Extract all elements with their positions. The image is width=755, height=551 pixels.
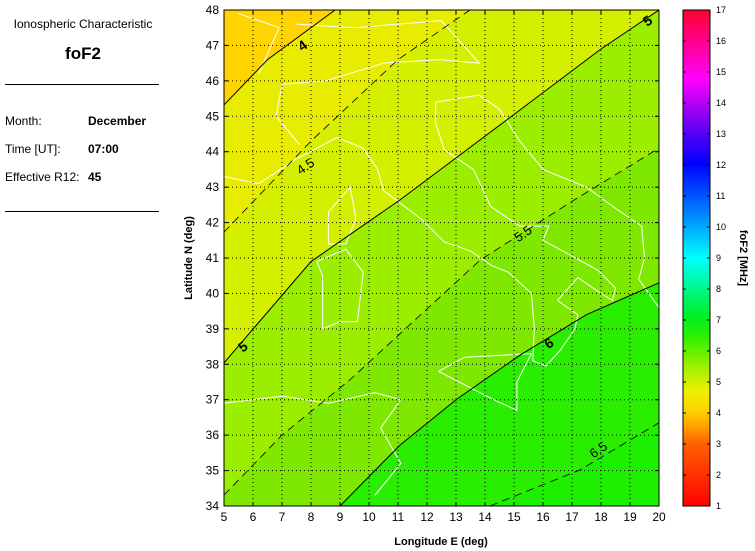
x-axis-label: Longitude E (deg) xyxy=(394,536,488,548)
r12-value: 45 xyxy=(88,170,102,184)
contour-line-5 xyxy=(224,10,659,364)
colorbar-tick-label: 8 xyxy=(716,284,721,294)
x-tick-label: 20 xyxy=(652,510,666,524)
characteristic-name: foF2 xyxy=(65,44,101,63)
x-tick-label: 15 xyxy=(507,510,521,524)
colorbar-tick-label: 14 xyxy=(716,98,726,108)
colorbar-tick-label: 17 xyxy=(716,5,726,15)
time-label: Time [UT]: xyxy=(5,142,61,156)
coastline xyxy=(275,20,481,145)
y-tick-label: 40 xyxy=(206,286,220,300)
y-tick-label: 48 xyxy=(206,3,220,17)
x-tick-label: 18 xyxy=(594,510,608,524)
y-tick-label: 43 xyxy=(206,180,220,194)
colorbar-tick-label: 5 xyxy=(716,377,721,387)
x-tick-label: 9 xyxy=(337,510,344,524)
colorbar-tick-label: 12 xyxy=(716,160,726,170)
y-tick-label: 34 xyxy=(206,499,220,513)
colorbar-tick-label: 11 xyxy=(716,191,725,201)
y-tick-label: 44 xyxy=(206,145,220,159)
colorbar-tick-label: 4 xyxy=(716,408,721,418)
x-tick-label: 8 xyxy=(308,510,315,524)
coastline xyxy=(224,94,659,367)
colorbar-tick-label: 16 xyxy=(716,36,726,46)
colorbar-tick-label: 2 xyxy=(716,470,721,480)
y-tick-label: 42 xyxy=(206,216,220,230)
divider xyxy=(5,211,159,212)
coastline xyxy=(438,353,533,412)
y-tick-label: 36 xyxy=(206,428,220,442)
coastline xyxy=(224,392,402,496)
colorbar-tick-label: 9 xyxy=(716,253,721,263)
panel-heading: Ionospheric Characteristic xyxy=(13,17,153,31)
x-tick-label: 13 xyxy=(449,510,463,524)
x-tick-label: 11 xyxy=(392,510,405,524)
x-tick-label: 16 xyxy=(536,510,550,524)
contour-line-4.5 xyxy=(224,10,471,233)
coastline xyxy=(238,13,280,74)
month-label: Month: xyxy=(5,114,42,128)
time-value: 07:00 xyxy=(88,142,119,156)
colorbar-tick-label: 3 xyxy=(716,439,721,449)
y-tick-label: 37 xyxy=(206,393,220,407)
x-tick-label: 12 xyxy=(420,510,434,524)
colorbar-tick-label: 10 xyxy=(716,222,726,232)
month-value: December xyxy=(88,114,147,128)
y-tick-label: 47 xyxy=(206,38,220,52)
x-tick-label: 19 xyxy=(623,510,637,524)
contour-line-6 xyxy=(339,282,659,506)
y-tick-label: 45 xyxy=(206,109,220,123)
x-tick-label: 17 xyxy=(565,510,579,524)
contour-line-5.5 xyxy=(224,147,659,496)
y-axis-label: Latitude N (deg) xyxy=(183,216,195,300)
y-tick-label: 35 xyxy=(206,464,220,478)
colorbar-tick-label: 7 xyxy=(716,315,721,325)
y-tick-label: 46 xyxy=(206,74,220,88)
x-tick-label: 10 xyxy=(362,510,376,524)
y-tick-label: 39 xyxy=(206,322,220,336)
y-tick-label: 41 xyxy=(206,251,220,265)
coastline xyxy=(316,248,364,330)
x-tick-label: 6 xyxy=(250,510,257,524)
divider xyxy=(5,84,159,85)
r12-label: Effective R12: xyxy=(5,170,80,184)
x-tick-label: 7 xyxy=(279,510,286,524)
contour-line-4 xyxy=(224,10,336,106)
contour-line-6.5 xyxy=(489,422,659,506)
colorbar-tick-label: 13 xyxy=(716,129,726,139)
x-tick-label: 14 xyxy=(478,510,492,524)
colorbar-tick-label: 15 xyxy=(716,67,726,77)
colorbar-tick-label: 1 xyxy=(716,501,721,511)
contour-band-4 xyxy=(224,10,336,105)
x-tick-label: 5 xyxy=(221,510,228,524)
colorbar-label: foF2 [MHz] xyxy=(737,230,749,287)
colorbar xyxy=(682,9,711,507)
colorbar-tick-label: 6 xyxy=(716,346,721,356)
coastline xyxy=(327,186,357,245)
y-tick-label: 38 xyxy=(206,357,220,371)
contour-band-4.5 xyxy=(224,10,470,233)
